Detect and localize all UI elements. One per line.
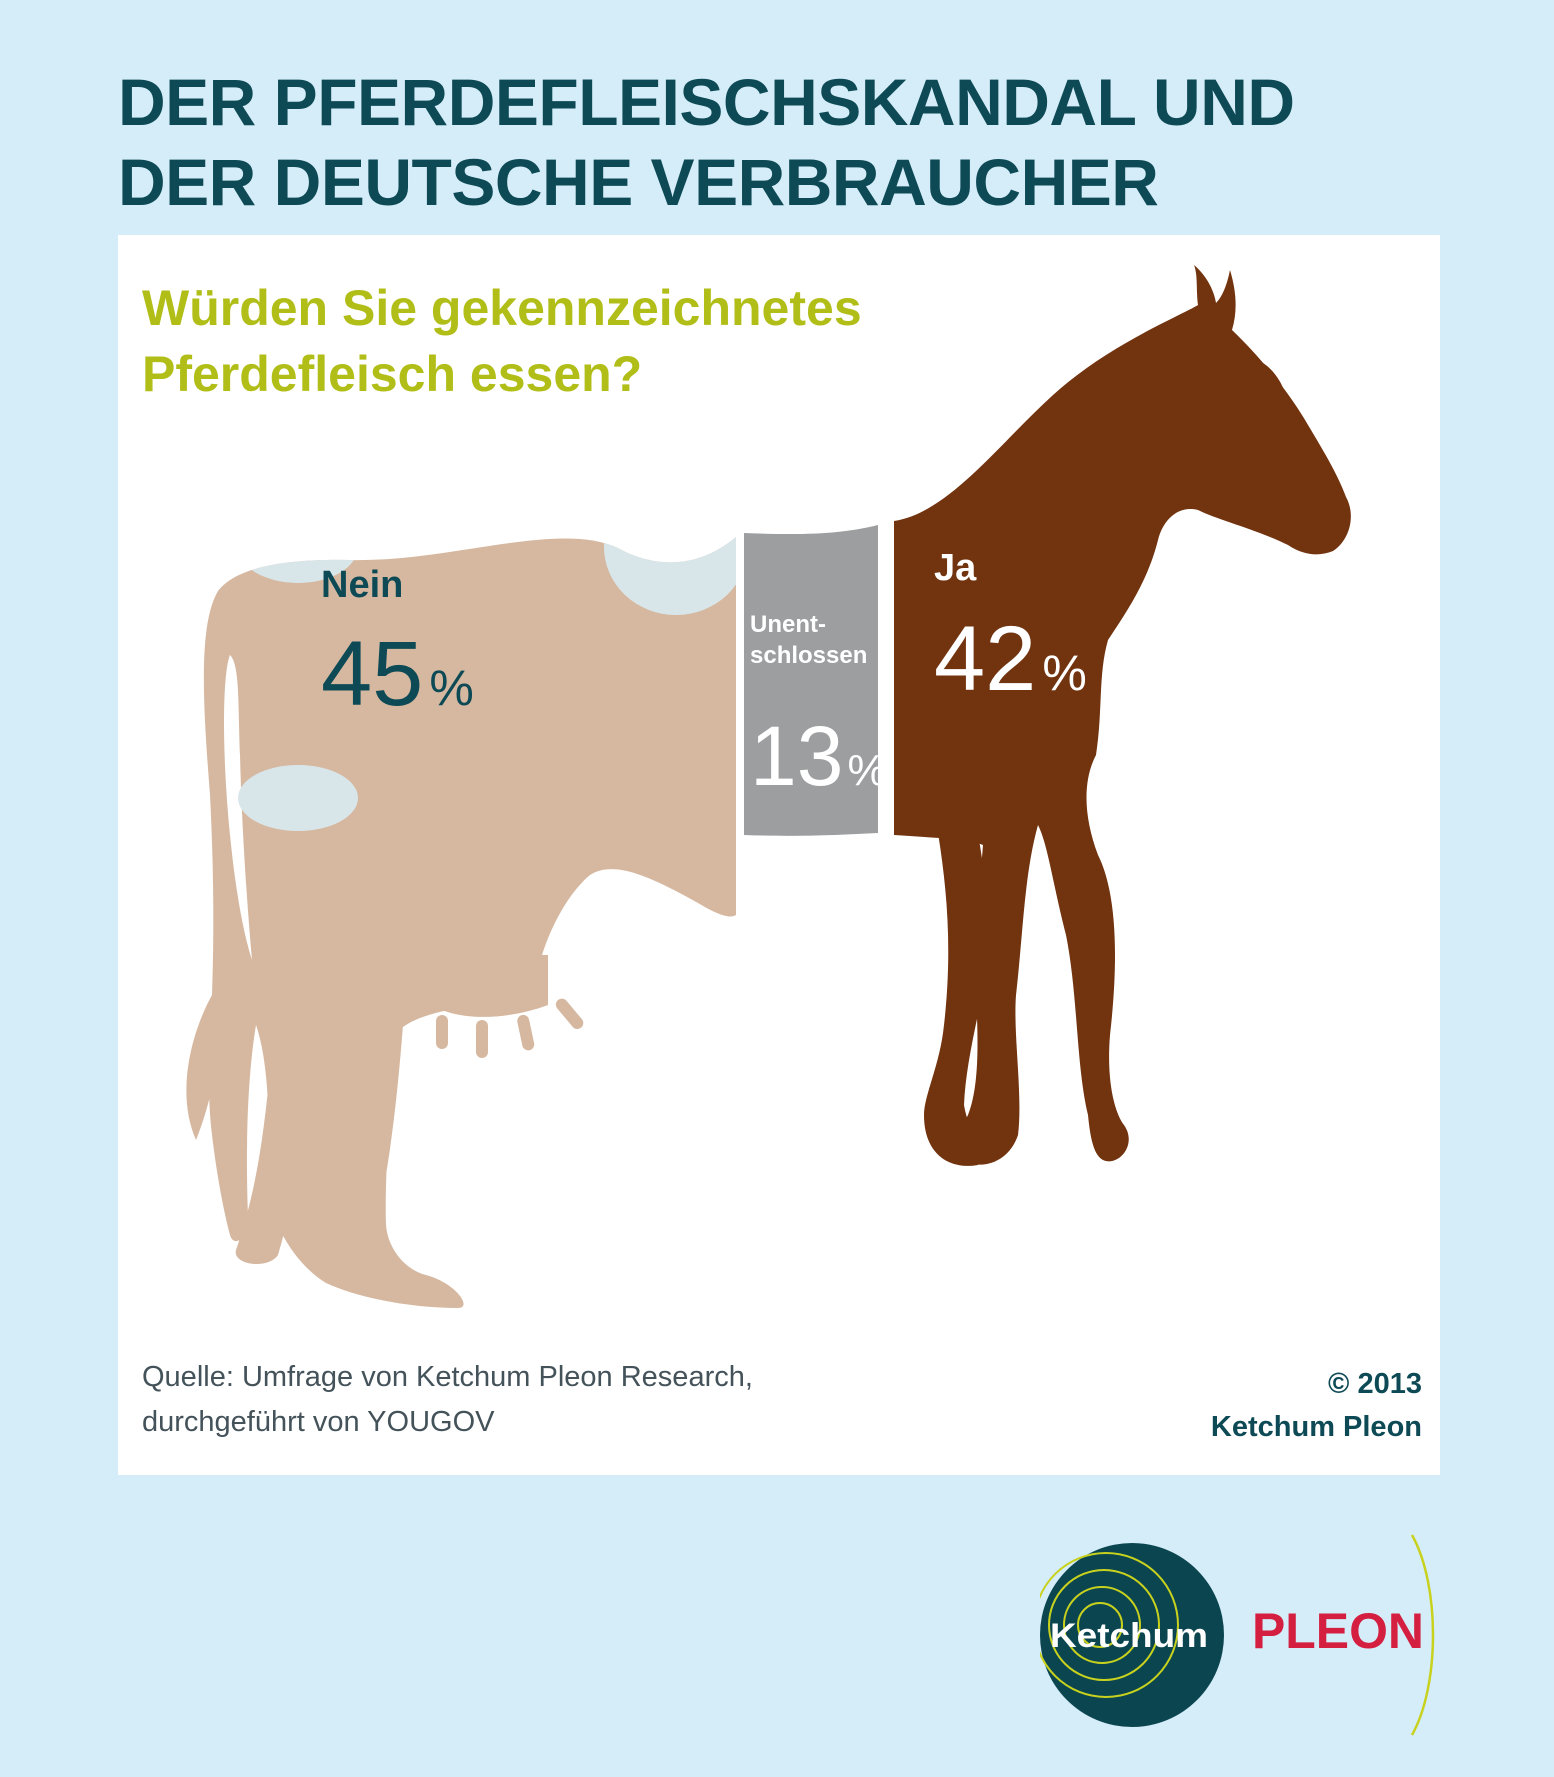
cow-horse-chart: Nein 45 % Unent-schlossen 13 % Ja 42% — [186, 265, 1351, 1308]
chart-question-line-1: Würden Sie gekennzeichnetes — [142, 280, 862, 336]
copyright-owner: Ketchum Pleon — [1210, 1411, 1422, 1443]
horse-back-leg — [924, 833, 994, 1166]
ketchum-circle — [1040, 1543, 1224, 1727]
cow-tail — [224, 655, 252, 960]
cow-front-leg — [322, 1005, 403, 1264]
value-label-ja: 42 — [934, 608, 1036, 710]
horse-shape — [894, 265, 1351, 1166]
undecided-body — [744, 525, 878, 836]
ketchum-rings — [1040, 1552, 1179, 1698]
horse-body — [894, 265, 1351, 1165]
value-label-unentschlossen: 13 — [750, 709, 843, 803]
cow-tail-tuft — [186, 995, 219, 1140]
chart-card: Würden Sie gekennzeichnetes Pferdefleisc… — [118, 235, 1440, 1475]
copyright: © 2013 Ketchum Pleon — [1211, 1363, 1422, 1449]
cow-udder — [418, 955, 584, 1058]
category-label-unentschlossen: Unent- — [750, 611, 826, 638]
category-label-unentschlossen: schlossen — [750, 642, 867, 669]
page-title: DER PFERDEFLEISCHSKANDAL UND DER DEUTSCH… — [118, 62, 1418, 222]
undecided-segment — [744, 525, 878, 836]
category-label-nein: Nein — [321, 564, 403, 606]
chart-question: Würden Sie gekennzeichnetes Pferdefleisc… — [142, 275, 1042, 407]
chart-question-line-2: Pferdefleisch essen? — [142, 346, 643, 402]
value-unit-ja: % — [1042, 645, 1086, 701]
cow-shape — [186, 537, 736, 1308]
chart-labels: Nein 45 % Unent-schlossen 13 % Ja 42% — [321, 547, 1087, 803]
ketchum-pleon-logo: Ketchum PLEON — [1040, 1534, 1435, 1736]
ketchum-wordmark: Ketchum — [1050, 1617, 1208, 1655]
page-title-line-1: DER PFERDEFLEISCHSKANDAL UND — [118, 65, 1295, 139]
source-line-1: Quelle: Umfrage von Ketchum Pleon Resear… — [142, 1361, 753, 1393]
copyright-year: © 2013 — [1328, 1368, 1422, 1400]
cow-spot — [604, 537, 736, 615]
pleon-wordmark: PLEON — [1252, 1603, 1424, 1659]
value-unit-nein: % — [429, 660, 473, 716]
horse-ear — [1258, 360, 1284, 390]
cow-hind-leg — [235, 995, 318, 1265]
pleon-arc — [1410, 1534, 1435, 1736]
page-title-line-2: DER DEUTSCHE VERBRAUCHER — [118, 145, 1159, 219]
source-note: Quelle: Umfrage von Ketchum Pleon Resear… — [142, 1355, 862, 1445]
value-label-nein: 45 — [321, 623, 423, 725]
category-label-ja: Ja — [934, 547, 977, 589]
source-line-2: durchgeführt von YOUGOV — [142, 1406, 495, 1438]
cow-body — [203, 537, 736, 1308]
cow-spot — [238, 765, 358, 831]
value-unit-unentschlossen: % — [847, 746, 886, 795]
